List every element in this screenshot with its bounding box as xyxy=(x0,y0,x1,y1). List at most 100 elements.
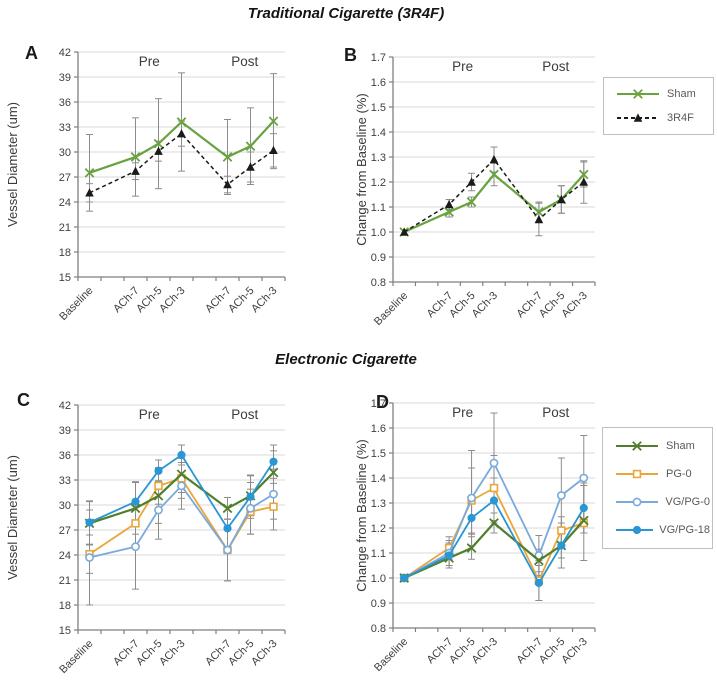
series-3r4f xyxy=(399,154,589,236)
circle-filled-marker-icon xyxy=(632,525,642,535)
svg-text:1.6: 1.6 xyxy=(371,77,386,89)
svg-text:0.8: 0.8 xyxy=(371,277,386,289)
square-marker-icon xyxy=(154,481,163,491)
circle-open-marker-icon xyxy=(489,458,499,468)
x-marker-icon xyxy=(268,116,279,127)
x-marker-icon xyxy=(578,169,589,180)
svg-text:0.9: 0.9 xyxy=(371,252,386,264)
group-label-pre: Pre xyxy=(452,405,473,420)
svg-text:39: 39 xyxy=(59,425,71,437)
x-marker-icon xyxy=(466,543,477,553)
svg-text:1.4: 1.4 xyxy=(371,473,386,485)
svg-text:42: 42 xyxy=(59,47,71,59)
y-axis-title: Change from Baseline (%) xyxy=(354,93,369,245)
circle-open-marker-icon xyxy=(467,493,476,503)
axes xyxy=(389,402,596,632)
legend-item-sham: Sham xyxy=(615,87,711,101)
y-tick-labels: 15 18 21 24 27 30 33 36 39 42 xyxy=(59,47,71,284)
triangle-marker-icon xyxy=(269,145,278,155)
circle-open-marker-icon xyxy=(223,545,232,555)
x-marker-icon xyxy=(245,141,256,152)
legend-sample-pg-0 xyxy=(616,469,658,479)
circle-filled-marker-icon xyxy=(467,513,476,523)
x-marker-icon xyxy=(222,152,233,162)
triangle-marker-icon xyxy=(399,227,409,236)
circle-filled-marker-icon xyxy=(489,496,499,505)
legend-sample-vg-pg-18 xyxy=(616,525,654,535)
svg-text:1.1: 1.1 xyxy=(371,202,386,214)
panel-letter-d: D xyxy=(376,392,389,412)
group-label-pre: Pre xyxy=(452,59,473,74)
x-marker-icon xyxy=(130,503,141,514)
x-marker-icon xyxy=(632,441,642,451)
legend-electronic: Sham PG-0 VG/PG-0 VG/PG-18 xyxy=(602,427,713,549)
axes xyxy=(389,56,596,286)
y-axis-title: Vessel Diameter (um) xyxy=(5,455,20,580)
triangle-marker-icon xyxy=(633,113,643,122)
group-label-post: Post xyxy=(542,405,569,420)
svg-text:1.5: 1.5 xyxy=(371,448,386,460)
error-bars xyxy=(86,444,277,606)
triangle-marker-icon xyxy=(154,146,163,155)
group-label-pre: Pre xyxy=(139,407,160,422)
triangle-marker-icon xyxy=(246,162,255,171)
legend-sample-sham xyxy=(617,89,659,99)
series-vg-pg-18 xyxy=(400,496,588,588)
triangle-marker-icon xyxy=(177,129,186,138)
svg-text:Baseline: Baseline xyxy=(57,285,95,323)
top-section-title: Traditional Cigarette (3R4F) xyxy=(247,5,445,22)
circle-filled-marker-icon xyxy=(579,503,588,513)
svg-text:39: 39 xyxy=(59,72,71,84)
legend-item-pg-0: PG-0 xyxy=(614,467,710,481)
x-marker-icon xyxy=(130,152,141,162)
svg-text:Baseline: Baseline xyxy=(372,636,410,674)
legend-label: Sham xyxy=(667,88,696,100)
svg-text:42: 42 xyxy=(59,400,71,412)
svg-text:ACh-3: ACh-3 xyxy=(157,285,188,316)
x-marker-icon xyxy=(176,469,187,480)
group-label-post: Post xyxy=(542,59,569,74)
svg-text:1.5: 1.5 xyxy=(371,102,386,114)
svg-text:36: 36 xyxy=(59,450,71,462)
svg-text:Baseline: Baseline xyxy=(57,638,95,676)
svg-text:18: 18 xyxy=(59,600,71,612)
svg-text:0.9: 0.9 xyxy=(371,598,386,610)
svg-text:1.0: 1.0 xyxy=(371,227,386,239)
legend-label: VG/PG-0 xyxy=(665,496,710,508)
svg-text:33: 33 xyxy=(59,122,71,134)
svg-text:1.3: 1.3 xyxy=(371,498,386,510)
square-marker-icon xyxy=(632,469,642,479)
svg-text:ACh-3: ACh-3 xyxy=(249,638,280,669)
svg-text:1.7: 1.7 xyxy=(371,52,386,64)
circle-filled-marker-icon xyxy=(177,450,186,460)
series-vg-pg-0 xyxy=(85,481,278,562)
svg-text:24: 24 xyxy=(59,550,71,562)
legend-item-vg-pg-0: VG/PG-0 xyxy=(614,495,710,509)
legend-label: PG-0 xyxy=(666,468,692,480)
circle-open-marker-icon xyxy=(154,505,163,515)
triangle-marker-icon xyxy=(223,179,232,189)
svg-text:27: 27 xyxy=(59,525,71,537)
triangle-marker-icon xyxy=(557,194,566,204)
legend-sample-vg-pg-0 xyxy=(616,497,658,507)
group-label-pre: Pre xyxy=(139,54,160,69)
circle-filled-marker-icon xyxy=(557,541,566,550)
svg-text:ACh-3: ACh-3 xyxy=(470,290,501,321)
svg-text:27: 27 xyxy=(59,172,71,184)
y-axis-title: Change from Baseline (%) xyxy=(354,439,369,591)
circle-filled-marker-icon xyxy=(223,524,232,533)
x-marker-icon xyxy=(268,467,279,478)
x-marker-icon xyxy=(534,555,544,566)
y-axis-title: Vessel Diameter (um) xyxy=(5,102,20,227)
svg-text:0.8: 0.8 xyxy=(371,623,386,635)
x-marker-icon xyxy=(466,197,477,207)
svg-text:ACh-3: ACh-3 xyxy=(470,636,501,667)
group-label-post: Post xyxy=(231,407,258,422)
x-marker-icon xyxy=(633,89,643,99)
circle-open-marker-icon xyxy=(131,542,140,552)
svg-text:15: 15 xyxy=(59,625,71,637)
